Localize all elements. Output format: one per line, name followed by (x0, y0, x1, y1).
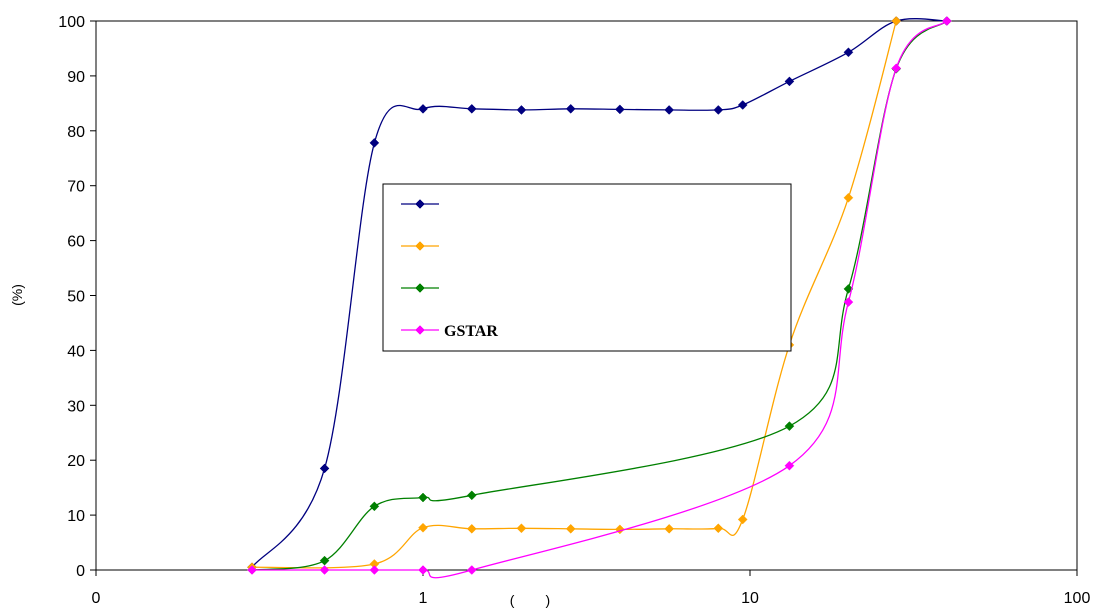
legend-swatch-marker (415, 199, 425, 209)
x-tick-label: 1 (419, 590, 428, 607)
series-1 (247, 16, 902, 573)
y-tick-label: 50 (67, 289, 85, 306)
data-point (843, 297, 854, 307)
data-point (737, 514, 748, 525)
x-axis-label: ( ) (510, 592, 550, 608)
legend-label: GSTAR (444, 323, 498, 340)
y-axis: 0 10 20 30 40 50 60 70 80 90 100 (58, 14, 96, 580)
y-tick-label: 0 (76, 563, 85, 580)
data-point (784, 421, 795, 432)
y-tick-label: 100 (58, 14, 85, 31)
data-point (369, 565, 380, 575)
x-axis: 0 1 10 100 (92, 570, 1091, 607)
data-point (516, 523, 527, 534)
data-point (466, 565, 477, 575)
data-point (891, 16, 902, 26)
y-tick-label: 90 (67, 69, 85, 86)
legend-swatch-marker (415, 283, 425, 293)
data-point (418, 103, 428, 114)
series-layer (247, 16, 952, 579)
data-point (565, 523, 576, 534)
legend-swatch-marker (415, 325, 425, 335)
data-point (942, 16, 952, 26)
data-point (843, 192, 854, 203)
data-point (369, 501, 380, 512)
series-line (252, 20, 948, 579)
data-point (369, 138, 380, 148)
data-point (466, 523, 477, 534)
x-tick-label: 0 (92, 590, 101, 607)
data-point (418, 565, 428, 575)
y-tick-label: 80 (67, 124, 85, 141)
y-tick-label: 60 (67, 234, 85, 251)
data-point (319, 565, 330, 575)
data-point (418, 522, 428, 533)
data-point (516, 105, 527, 115)
y-tick-label: 20 (67, 453, 85, 470)
data-point (784, 76, 795, 87)
data-point (319, 555, 330, 566)
data-point (466, 103, 477, 114)
data-point (565, 103, 576, 114)
data-point (319, 463, 330, 474)
x-tick-label: 100 (1064, 590, 1091, 607)
data-point (247, 565, 257, 575)
series-3 (247, 16, 952, 579)
y-tick-label: 70 (67, 179, 85, 196)
legend-box (382, 183, 792, 352)
data-point (891, 63, 902, 74)
data-point (664, 523, 675, 534)
legend-swatch-marker (415, 241, 425, 251)
data-point (843, 47, 854, 58)
y-tick-label: 30 (67, 398, 85, 415)
data-point (615, 104, 625, 115)
legend: GSTAR (382, 183, 792, 352)
data-point (466, 490, 477, 501)
y-tick-label: 40 (67, 343, 85, 360)
data-point (418, 492, 428, 503)
data-point (737, 100, 748, 110)
y-tick-label: 10 (67, 508, 85, 525)
y-axis-label: (%) (9, 284, 25, 306)
x-tick-label: 10 (741, 590, 759, 607)
data-point (713, 105, 724, 115)
data-point (713, 523, 724, 534)
data-point (784, 460, 795, 471)
data-point (664, 105, 675, 115)
